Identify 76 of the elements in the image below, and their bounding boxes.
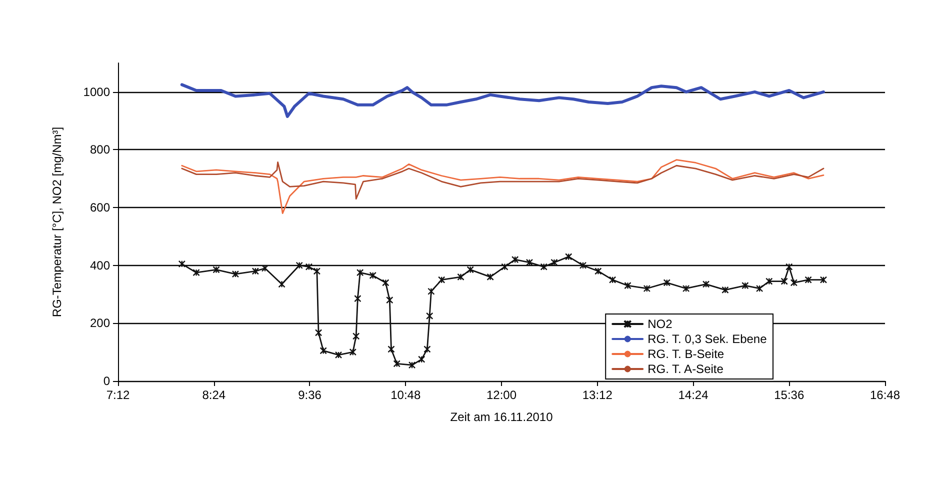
y-tick-label: 600 — [90, 200, 110, 215]
legend-label: NO2 — [648, 317, 673, 331]
point — [418, 356, 426, 363]
line-series — [181, 161, 824, 200]
y-tick-label: 1000 — [83, 84, 110, 99]
x-tick-label: 16:48 — [870, 388, 900, 402]
point — [786, 263, 793, 270]
point — [349, 348, 356, 356]
point — [428, 288, 435, 295]
point — [314, 329, 322, 336]
point — [212, 266, 220, 274]
point — [192, 268, 200, 276]
y-tick-label: 400 — [90, 258, 110, 272]
legend-label: RG. T. 0,3 Sek. Ebene — [648, 332, 768, 346]
point — [663, 279, 670, 286]
point — [438, 276, 446, 284]
point — [540, 263, 548, 270]
point — [501, 263, 508, 270]
point — [790, 279, 798, 286]
x-tick-label: 15:36 — [774, 388, 804, 402]
line-series — [181, 159, 824, 214]
point — [511, 256, 519, 264]
point — [722, 286, 729, 294]
point — [424, 346, 431, 353]
point — [261, 264, 269, 272]
point — [426, 312, 434, 320]
legend-label: RG. T. B-Seite — [648, 347, 724, 361]
point — [393, 360, 400, 368]
point — [386, 296, 394, 304]
point — [232, 270, 240, 278]
point — [742, 282, 749, 290]
point — [804, 276, 812, 284]
point — [594, 268, 602, 275]
point — [252, 268, 260, 275]
point — [766, 278, 773, 285]
point — [565, 253, 572, 260]
point — [354, 295, 362, 302]
point — [382, 279, 390, 286]
y-tick-label: 0 — [103, 374, 110, 388]
point — [643, 284, 651, 292]
x-tick-label: 14:24 — [678, 388, 709, 402]
x-tick-label: 13:12 — [582, 388, 613, 402]
point — [756, 284, 764, 292]
point — [320, 347, 327, 354]
point — [305, 263, 313, 270]
x-tick-label: 7:12 — [106, 388, 130, 402]
point — [624, 282, 632, 290]
x-tick-label: 9:36 — [298, 388, 322, 402]
point — [278, 280, 286, 288]
point — [313, 268, 321, 275]
y-tick-label: 200 — [90, 316, 110, 330]
line-series — [180, 83, 825, 118]
x-tick-label: 10:48 — [390, 388, 421, 402]
point — [457, 273, 464, 281]
point — [682, 284, 690, 292]
y-tick-label: 800 — [90, 142, 110, 157]
point — [356, 268, 364, 276]
point — [296, 262, 303, 269]
legend-label: RG. T. A-Seite — [648, 362, 724, 376]
point — [388, 346, 395, 353]
x-tick-label: 12:00 — [486, 388, 517, 402]
point — [550, 258, 558, 266]
x-axis-title: Zeit am 16.11.2010 — [450, 410, 554, 424]
x-tick-label: 8:24 — [202, 388, 226, 402]
point — [579, 262, 587, 269]
point — [780, 278, 788, 285]
point — [526, 258, 534, 266]
point — [334, 351, 342, 359]
point — [486, 273, 494, 281]
point — [608, 276, 616, 284]
point — [369, 272, 376, 280]
point — [466, 266, 474, 274]
y-axis-title: RG-Temperatur [°C], NO2 [mg/Nm³] — [50, 126, 64, 318]
point — [352, 332, 360, 340]
point — [408, 362, 416, 369]
point — [702, 280, 710, 288]
